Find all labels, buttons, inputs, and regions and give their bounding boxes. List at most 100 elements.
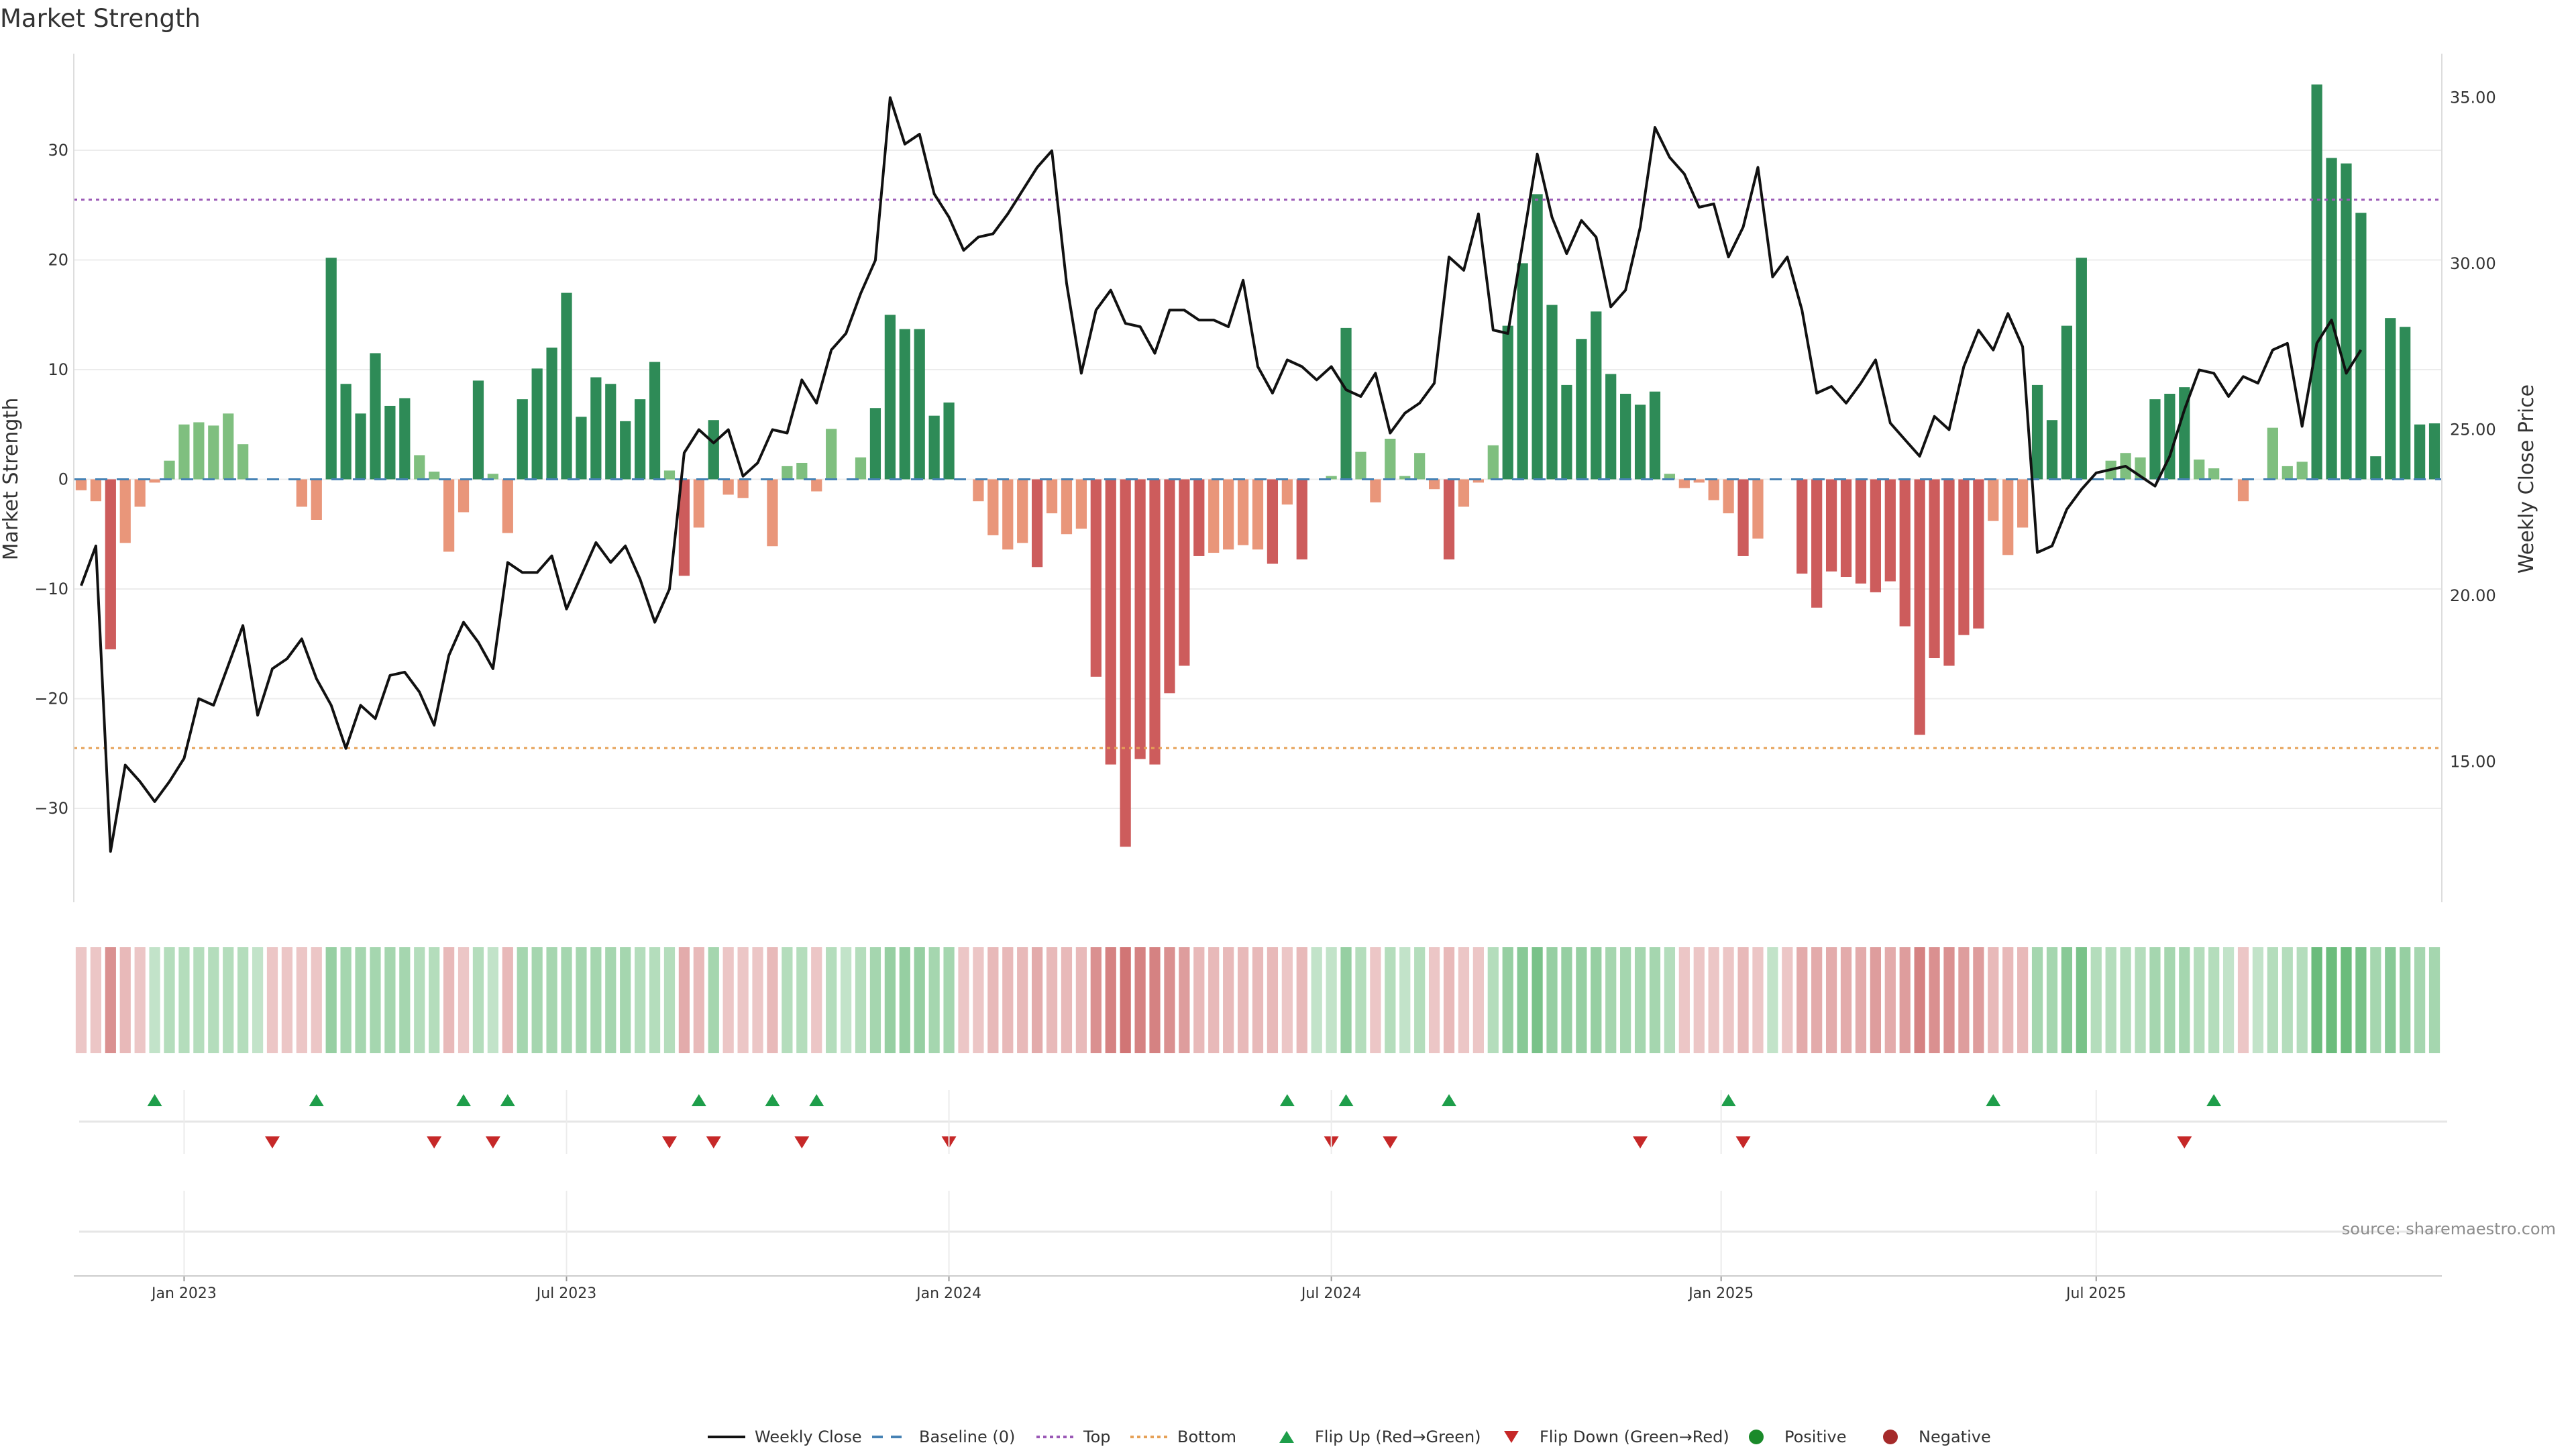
flip-down-marker — [706, 1136, 721, 1148]
shade-cell — [914, 947, 925, 1053]
strength-bar — [1620, 393, 1631, 480]
shade-cell — [340, 947, 352, 1053]
legend-label: Negative — [1919, 1428, 1991, 1446]
legend-label: Flip Down (Green→Red) — [1540, 1428, 1729, 1446]
strength-bar — [663, 470, 676, 480]
legend-label: Baseline (0) — [919, 1428, 1015, 1446]
shade-cell — [1620, 947, 1631, 1053]
shade-cell — [737, 947, 749, 1053]
shade-cell — [1164, 947, 1175, 1053]
strength-bar — [987, 479, 999, 535]
strength-bar — [414, 455, 425, 480]
strength-bar — [2428, 423, 2440, 480]
strength-bar — [119, 479, 131, 543]
strength-bar — [1988, 479, 1999, 521]
shade-cell — [517, 947, 528, 1053]
strength-bar — [1605, 374, 1617, 480]
strength-bar — [722, 479, 734, 495]
flip-up-marker — [1279, 1094, 1295, 1106]
shade-cell — [1340, 947, 1352, 1053]
strength-bar — [1355, 451, 1366, 480]
legend-label: Positive — [1784, 1428, 1847, 1446]
strength-bar — [590, 377, 602, 480]
shade-cell — [840, 947, 852, 1053]
strength-bar — [1237, 479, 1249, 545]
strength-bar — [1164, 479, 1175, 694]
flip-up-marker — [1442, 1094, 1457, 1106]
strength-bar — [1693, 479, 1705, 483]
strength-bar — [1326, 476, 1337, 480]
shade-cell — [90, 947, 102, 1053]
flip-down-marker — [485, 1136, 500, 1148]
strength-bar — [546, 347, 557, 480]
strength-bar — [1576, 339, 1587, 480]
y-tick-label: 0 — [58, 470, 68, 489]
strength-bar — [928, 415, 940, 480]
shade-cell — [1075, 947, 1087, 1053]
shade-cell — [2282, 947, 2293, 1053]
strength-bar — [2341, 163, 2352, 480]
shade-cell — [1708, 947, 1719, 1053]
shade-cell — [1399, 947, 1411, 1053]
shade-cell — [1179, 947, 1190, 1053]
shade-cell — [2076, 947, 2087, 1053]
strength-bar — [90, 479, 102, 502]
shade-cell — [119, 947, 131, 1053]
shade-cell — [767, 947, 778, 1053]
shade-cell — [1988, 947, 1999, 1053]
strength-bar — [1267, 479, 1279, 564]
y-tick-label: −20 — [34, 690, 68, 708]
shade-cell — [1649, 947, 1661, 1053]
strength-bar — [1502, 325, 1513, 480]
y2-axis-title: Weekly Close Price — [2515, 384, 2538, 574]
shade-cell — [1723, 947, 1734, 1053]
shade-cell — [281, 947, 293, 1053]
shade-cell — [2311, 947, 2322, 1053]
strength-bar — [237, 444, 249, 480]
strength-bar — [1414, 453, 1426, 480]
y-tick-label: 30 — [48, 141, 68, 160]
flip-up-marker — [2206, 1094, 2222, 1106]
flip-markers — [79, 1094, 2447, 1233]
shade-cell — [2400, 947, 2411, 1053]
shade-cell — [2135, 947, 2146, 1053]
shade-cell — [1752, 947, 1764, 1053]
shade-cell — [134, 947, 146, 1053]
shade-cell — [2120, 947, 2131, 1053]
strength-bar — [561, 292, 572, 480]
shade-cell — [943, 947, 955, 1053]
shade-cell — [1223, 947, 1234, 1053]
shade-cell — [1737, 947, 1749, 1053]
strength-bar — [1517, 263, 1528, 480]
y2-tick-label: 35.00 — [2450, 89, 2496, 107]
shade-cell — [1855, 947, 1867, 1053]
shade-cell — [1811, 947, 1823, 1053]
strength-bar — [1179, 479, 1190, 666]
strength-bar — [325, 258, 337, 480]
strength-bar — [2149, 399, 2161, 480]
strength-bar — [2237, 479, 2249, 502]
shade-cell — [266, 947, 278, 1053]
shade-cell — [193, 947, 205, 1053]
strength-bar — [1884, 479, 1896, 582]
shade-cell — [1267, 947, 1279, 1053]
x-tick-label: Jan 2024 — [915, 1285, 981, 1302]
strength-bar — [914, 329, 925, 480]
flip-up-marker — [147, 1094, 162, 1106]
strength-bar — [796, 462, 808, 480]
shade-cell — [1149, 947, 1161, 1053]
shade-cell — [1061, 947, 1073, 1053]
shade-cell — [782, 947, 793, 1053]
shade-cell — [384, 947, 396, 1053]
strength-bar — [1737, 479, 1749, 556]
shade-cell — [546, 947, 557, 1053]
strength-bar — [1678, 479, 1690, 488]
shade-cell — [149, 947, 160, 1053]
strength-bar — [1472, 479, 1484, 483]
shade-cell — [2252, 947, 2264, 1053]
shade-cell — [2002, 947, 2014, 1053]
x-tick-label: Jan 2023 — [150, 1285, 217, 1302]
shade-cell — [2296, 947, 2308, 1053]
strength-bar — [1458, 479, 1470, 507]
shade-cell — [1517, 947, 1528, 1053]
